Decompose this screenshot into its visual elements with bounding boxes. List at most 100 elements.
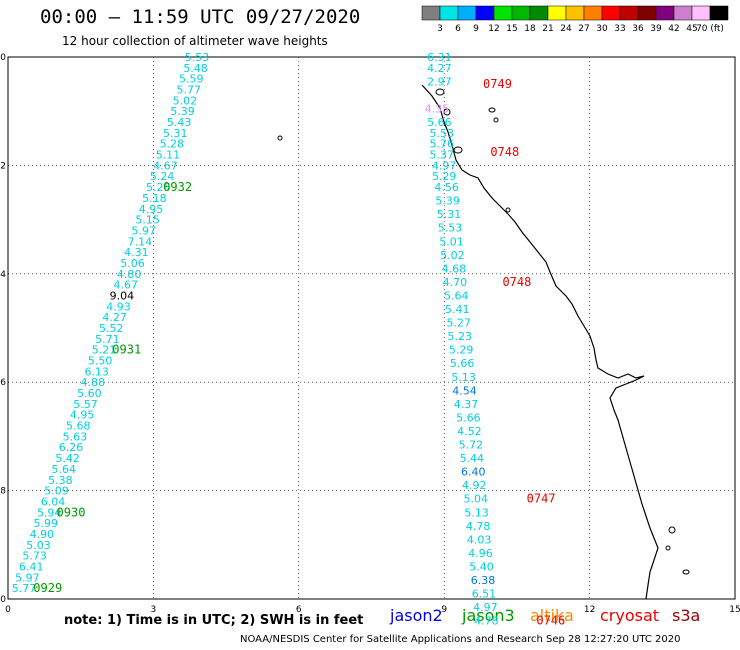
footer-note: note: 1) Time is in UTC; 2) SWH is in fe… [64, 613, 364, 628]
legend-cryosat: cryosat [600, 606, 660, 625]
swh-point-label: 5.41 [445, 303, 470, 316]
swh-point-label: 5.38 [48, 474, 73, 487]
swh-point-label: 5.72 [459, 439, 484, 452]
time-label: 0929 [33, 581, 62, 595]
swh-point-label: 4.90 [30, 528, 55, 541]
x-tick-label: 12 [584, 605, 595, 615]
colorbar-cell [709, 5, 729, 21]
colorbar-cell [457, 5, 477, 21]
x-tick-label: 9 [441, 605, 447, 615]
swh-point-label: 5.77 [177, 84, 202, 97]
swh-point-label: 5.39 [170, 105, 195, 118]
swh-point-label: 5.02 [440, 249, 465, 262]
swh-point-label: 5.37 [430, 149, 455, 162]
footer-credit: NOAA/NESDIS Center for Satellite Applica… [240, 634, 681, 645]
swh-point-label: 5.13 [464, 506, 489, 519]
swh-point-label: 4.97 [432, 159, 457, 172]
swh-point-label: 4.95 [139, 203, 164, 216]
swh-point-label: 4.95 [70, 409, 95, 422]
colorbar-cell [691, 5, 711, 21]
swh-point-label: 9.04 [110, 289, 135, 302]
swh-point-label: 5.68 [66, 420, 91, 433]
swh-point-label: 6.51 [472, 588, 497, 601]
x-tick-label: 3 [151, 605, 157, 615]
swh-point-label: 4.68 [442, 262, 467, 275]
y-tick-label: -8 [0, 487, 6, 497]
swh-point-label: 5.29 [432, 170, 457, 183]
swh-point-label: 5.52 [99, 322, 124, 335]
swh-point-label: 4.67 [153, 159, 178, 172]
swh-point-label: 4.88 [81, 376, 106, 389]
swh-point-label: 2.97 [427, 75, 452, 88]
swh-point-label: 5.29 [449, 344, 474, 357]
colorbar-cell [529, 5, 549, 21]
colorbar-label: 30 [596, 24, 608, 34]
time-label: 0748 [502, 275, 531, 289]
swh-point-label: 4.70 [443, 276, 468, 289]
swh-point-label: 4.80 [117, 268, 142, 281]
island [682, 569, 690, 575]
swh-point-label: 5.24 [150, 170, 175, 183]
swh-point-label: 5.64 [51, 463, 76, 476]
colorbar-label: 6 [455, 24, 461, 34]
swh-point-label: 5.42 [55, 452, 80, 465]
colorbar-cell [655, 5, 675, 21]
island [665, 545, 671, 551]
swh-point-label: 5.31 [163, 127, 188, 140]
colorbar-label: 36 [632, 24, 644, 34]
swh-point-label: 5.03 [26, 539, 51, 552]
x-tick-label: 6 [296, 605, 302, 615]
swh-point-label: 5.66 [456, 411, 481, 424]
swh-point-label: 5.66 [450, 357, 475, 370]
swh-point-label: 5.71 [95, 333, 120, 346]
time-label: 0748 [490, 145, 519, 159]
y-tick-label: -6 [0, 378, 6, 388]
colorbar-label: 45 [686, 24, 697, 34]
time-label: 0749 [483, 77, 512, 91]
swh-point-label: 4.52 [457, 425, 482, 438]
swh-point-label: 5.60 [77, 387, 102, 400]
swh-point-label: 5.64 [444, 289, 469, 302]
page-title: 00:00 – 11:59 UTC 09/27/2020 [40, 6, 361, 28]
time-label: 0746 [536, 614, 565, 628]
swh-point-label: 5.13 [451, 371, 476, 384]
swh-point-label: 5.18 [142, 192, 167, 205]
swh-point-label: 5.06 [120, 257, 145, 270]
legend-jason2: jason2 [390, 606, 443, 625]
swh-point-label: 5.76 [430, 138, 455, 151]
island [488, 107, 496, 113]
colorbar-label: 42 [668, 24, 679, 34]
swh-point-label: 4.78 [466, 520, 491, 533]
swh-point-label: 5.27 [446, 317, 471, 330]
swh-point-label: 5.53 [438, 222, 463, 235]
y-tick-label: -10 [0, 595, 6, 605]
colorbar-cell [511, 5, 531, 21]
time-label: 0931 [112, 343, 141, 357]
swh-point-label: 4.31 [124, 246, 149, 259]
swh-point-label: 5.15 [135, 214, 160, 227]
colorbar-label: 9 [473, 24, 479, 34]
colorbar-cell [475, 5, 495, 21]
colorbar-cell [547, 5, 567, 21]
swh-point-label: 5.63 [63, 430, 88, 443]
y-tick-label: 0 [0, 53, 6, 63]
swh-point-label: 6.40 [461, 466, 486, 479]
swh-point-label: 5.44 [460, 452, 485, 465]
swh-point-label: 7.14 [128, 235, 153, 248]
colorbar-label: 24 [560, 24, 572, 34]
colorbar-label: 33 [614, 24, 625, 34]
colorbar-label: 3 [437, 24, 443, 34]
swh-point-label: 5.09 [44, 485, 69, 498]
y-tick-label: -4 [0, 270, 6, 280]
swh-point-label: 5.31 [437, 208, 462, 221]
swh-point-label: 5.48 [183, 62, 208, 75]
colorbar-label: 27 [578, 24, 589, 34]
swh-point-label: 4.54 [452, 384, 477, 397]
x-tick-label: 0 [5, 605, 11, 615]
time-label: 0932 [163, 180, 192, 194]
swh-point-label: 4.56 [434, 181, 459, 194]
swh-point-label: 5.53 [430, 127, 455, 140]
swh-point-label: 4.35 [425, 102, 450, 115]
